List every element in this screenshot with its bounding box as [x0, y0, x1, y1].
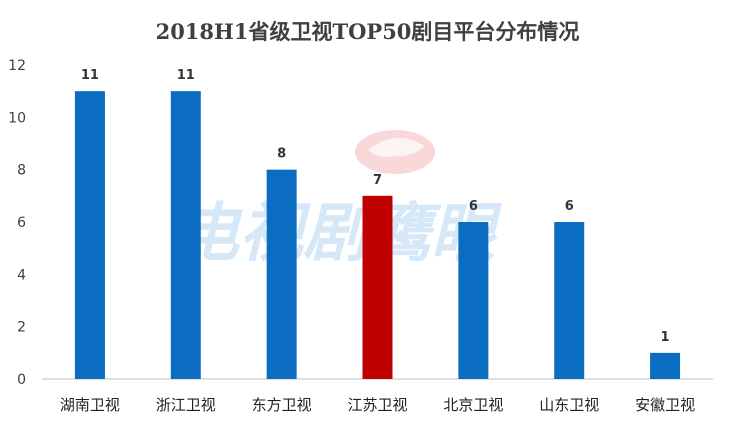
data-label: 7: [373, 173, 382, 188]
data-label: 8: [277, 147, 286, 162]
x-tick-label: 山东卫视: [539, 396, 599, 414]
labels-group: 11 湖南卫视 11 浙江卫视 8 东方卫视 7 江苏卫视 6 北京卫视 6 山东卫视 1 安徽卫视: [60, 68, 695, 414]
watermark-eagle-icon: [355, 130, 435, 174]
bar-2: [266, 169, 297, 379]
watermark-text: 电视剧鹰眼: [175, 197, 503, 271]
watermark-eagle-detail: [368, 137, 425, 158]
bar-6: [650, 352, 681, 379]
y-tick-label: 0: [17, 372, 26, 388]
x-tick-label: 江苏卫视: [347, 396, 407, 414]
x-tick-label: 湖南卫视: [60, 396, 120, 414]
watermark-logo: 电视剧鹰眼: [175, 130, 503, 271]
x-tick-label: 北京卫视: [443, 396, 503, 414]
bars-group: [74, 91, 681, 380]
data-label: 11: [81, 68, 99, 83]
y-tick-label: 10: [8, 110, 26, 126]
x-tick-label: 东方卫视: [252, 396, 312, 414]
y-tick-label: 8: [17, 163, 26, 179]
data-label: 11: [177, 68, 195, 83]
data-label: 6: [565, 199, 574, 214]
bar-5: [554, 222, 585, 379]
bar-4: [458, 222, 489, 379]
y-tick-label: 6: [17, 215, 26, 231]
chart-title: 2018H1省级卫视TOP50剧目平台分布情况: [155, 19, 580, 44]
y-tick-label: 2: [17, 320, 26, 336]
y-tick-label: 4: [17, 267, 26, 283]
bar-1: [170, 91, 201, 380]
data-label: 1: [661, 330, 670, 345]
y-tick-label: 12: [8, 58, 26, 74]
data-label: 6: [469, 199, 478, 214]
bar-3: [362, 195, 393, 379]
x-tick-label: 浙江卫视: [156, 396, 216, 414]
x-tick-label: 安徽卫视: [635, 396, 695, 414]
bar-0: [74, 91, 105, 380]
